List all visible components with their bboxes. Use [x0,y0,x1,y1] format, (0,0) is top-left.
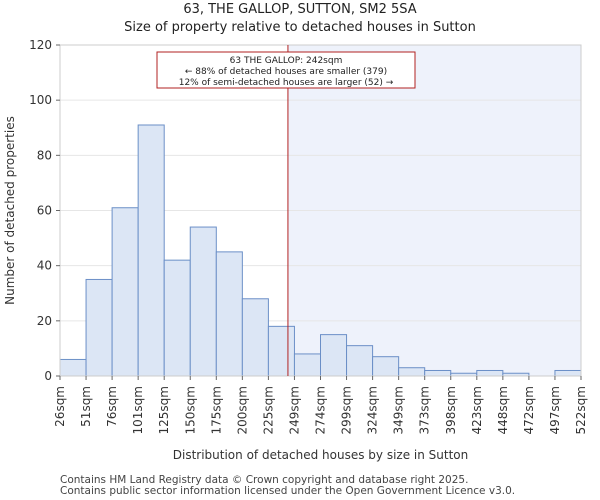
annotation-line-2: ← 88% of detached houses are smaller (37… [185,67,387,77]
annotation-line-3: 12% of semi-detached houses are larger (… [179,78,394,88]
footer-line-1: Contains HM Land Registry data © Crown c… [60,474,469,486]
bar [424,369,452,377]
annotation-line-1: 63 THE GALLOP: 242sqm [230,56,343,66]
bar [320,334,348,377]
x-tick-label: 522sqm [574,386,588,434]
bar [215,251,243,377]
x-axis-label: Distribution of detached houses by size … [173,448,468,462]
bar [346,345,374,377]
x-tick-label: 299sqm [340,386,354,434]
x-tick-label: 349sqm [392,386,406,434]
bar [267,325,295,377]
x-tick-label: 423sqm [470,386,484,434]
bar [189,226,217,377]
x-tick-label: 398sqm [444,386,458,434]
bar [137,124,165,377]
y-tick-label: 20 [37,314,52,328]
x-tick-label: 497sqm [548,386,562,434]
bar [372,356,400,377]
bar [293,353,322,377]
x-ticks: 26sqm 51sqm 76sqm 101sqm 125sqm 150sqm 175sqm 2… [53,376,588,434]
annotation-rect [156,51,416,89]
x-tick-label: 274sqm [314,386,328,434]
bar [476,369,504,377]
x-tick-label: 472sqm [522,386,536,434]
bars [59,124,582,377]
x-tick-label: 26sqm [53,386,67,427]
bar [111,207,139,377]
x-tick-label: 51sqm [79,386,93,427]
y-tick-label: 80 [37,148,52,162]
bar [59,358,87,377]
chart-subtitle: Size of property relative to detached ho… [124,20,476,35]
x-tick-label: 373sqm [418,386,432,434]
bar [85,278,113,377]
y-ticks: 0 20 40 60 80 100 120 [29,38,60,383]
x-tick-label: 76sqm [105,386,119,427]
x-tick-label: 200sqm [235,386,249,434]
y-tick-label: 60 [37,204,52,218]
x-tick-label: 324sqm [366,386,380,434]
x-tick-label: 225sqm [261,386,275,434]
bar [163,259,191,377]
annotation-box: 63 THE GALLOP: 242sqm ← 88% of detached … [156,51,416,89]
x-tick-label: 175sqm [209,386,223,434]
y-tick-label: 0 [44,369,52,383]
footer-line-2: Contains public sector information licen… [60,485,516,497]
x-tick-label: 150sqm [183,386,197,434]
x-tick-label: 448sqm [496,386,510,434]
y-axis-label: Number of detached properties [3,116,17,305]
x-tick-label: 125sqm [157,386,171,434]
chart-title: 63, THE GALLOP, SUTTON, SM2 5SA [183,2,417,17]
bar [554,369,582,377]
y-tick-label: 100 [29,93,52,107]
bar [241,298,269,377]
y-tick-label: 120 [29,38,52,52]
x-tick-label: 101sqm [131,386,145,434]
y-tick-label: 40 [37,259,52,273]
x-tick-label: 249sqm [287,386,301,434]
bar [398,367,426,377]
